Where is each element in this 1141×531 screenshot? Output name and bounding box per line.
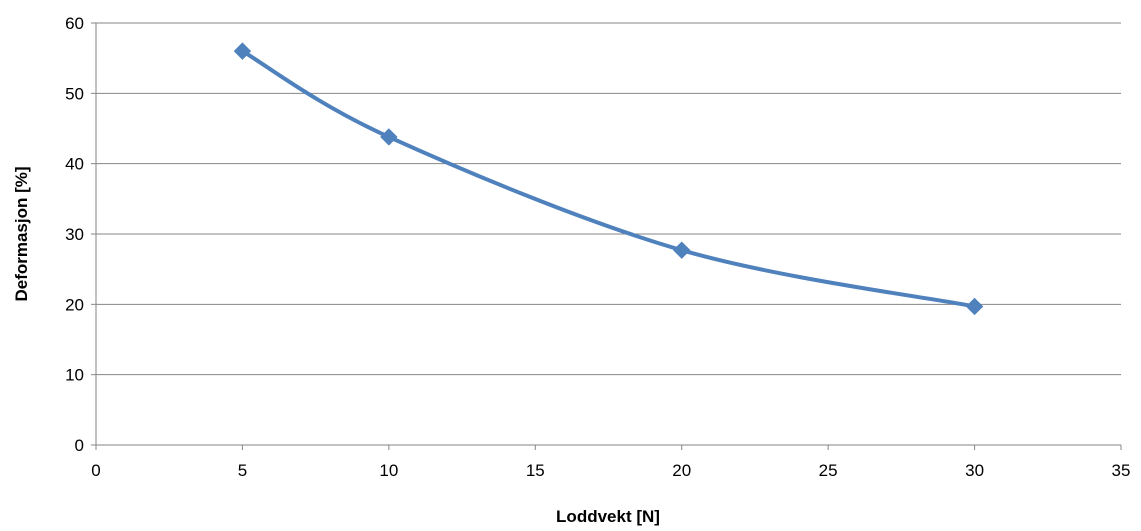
data-point-marker: [233, 42, 252, 60]
x-tick-label: 25: [819, 461, 838, 480]
x-tick-label: 30: [965, 461, 984, 480]
data-point-marker: [673, 241, 691, 259]
x-tick-label: 15: [526, 461, 545, 480]
gridlines: [96, 22, 1121, 376]
y-tick-label: 60: [65, 14, 84, 33]
x-tick-label: 0: [91, 461, 100, 480]
data-point-marker: [965, 297, 984, 316]
x-axis-title: Loddvekt [N]: [556, 507, 660, 526]
tick-labels: 0 10 20 30 40 50 60 0 5 10 15 20 25 30 35: [65, 14, 1130, 480]
y-tick-label: 50: [65, 84, 84, 103]
data-point-marker: [380, 128, 398, 146]
x-tick-label: 5: [238, 461, 247, 480]
y-tick-label: 30: [65, 225, 84, 244]
y-tick-label: 40: [65, 155, 84, 174]
x-tick-label: 35: [1112, 461, 1131, 480]
data-series: [240, 49, 977, 309]
x-tick-label: 20: [672, 461, 691, 480]
x-tick-label: 10: [379, 461, 398, 480]
series-line: [240, 49, 977, 309]
y-tick-label: 0: [75, 436, 84, 455]
y-tick-label: 20: [65, 295, 84, 314]
y-tick-label: 10: [65, 366, 84, 385]
data-markers: [233, 42, 984, 316]
axes: [91, 22, 1122, 450]
y-axis-title: Deformasjon [%]: [12, 166, 31, 301]
